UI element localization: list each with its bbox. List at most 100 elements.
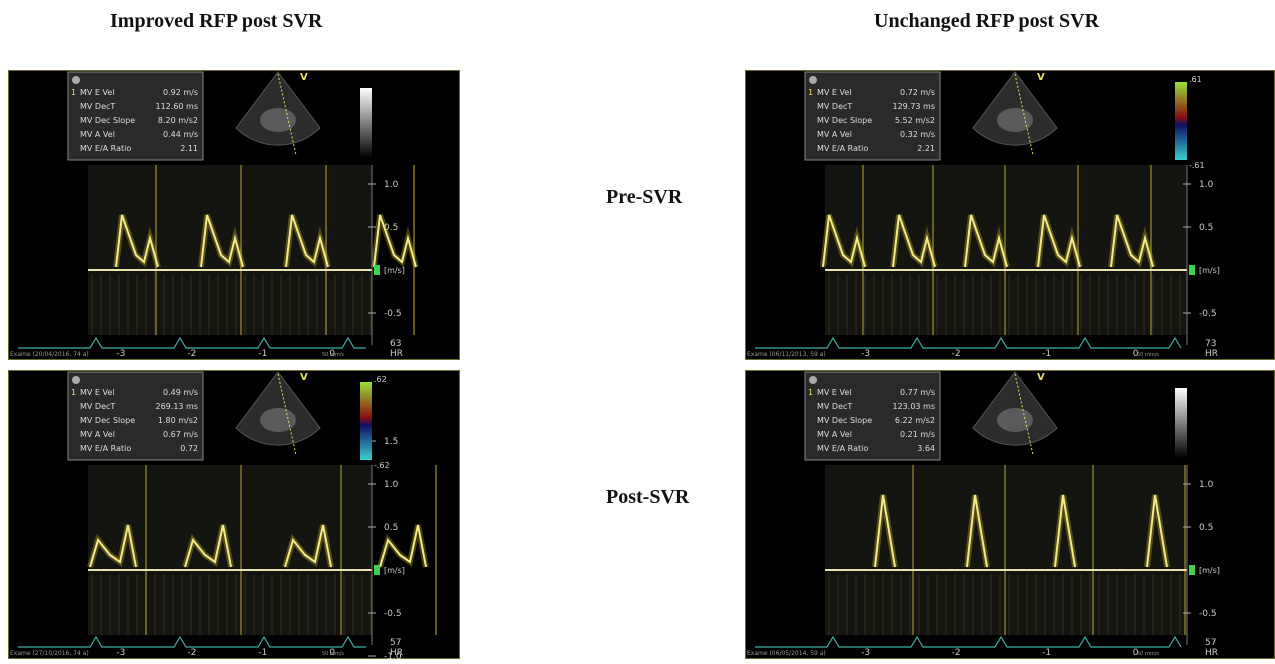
measure-value: 123.03 ms <box>893 402 936 411</box>
hr: 57 <box>390 638 401 648</box>
measure-value: 0.49 m/s <box>163 388 198 397</box>
exam: Exame (06/11/2013, 59 a) <box>747 351 826 358</box>
unit-label: [m/s] <box>1199 266 1220 275</box>
measure-value: 0.72 <box>180 444 198 453</box>
color-bar-label: -.61 <box>1189 161 1205 170</box>
probe-marker: V <box>1037 372 1045 383</box>
measure-label: MV E Vel <box>817 388 852 397</box>
column-title: Improved RFP post SVR <box>110 10 322 33</box>
time-label: -2 <box>187 648 196 658</box>
measure-label: MV A Vel <box>80 430 115 439</box>
box-icon <box>72 376 80 384</box>
sector-tissue <box>260 108 296 132</box>
measure-label: MV A Vel <box>817 430 852 439</box>
measure-label: MV Dec Slope <box>80 116 135 125</box>
gray-bar <box>360 88 372 158</box>
time-label: -2 <box>952 648 961 658</box>
scale-label: 1.0 <box>1199 180 1214 190</box>
measure-label: MV A Vel <box>817 130 852 139</box>
measure-label: MV E/A Ratio <box>817 444 868 453</box>
time-label: -3 <box>116 648 125 658</box>
gray-bar <box>1175 388 1187 458</box>
measure-label: MV Dec Slope <box>80 416 135 425</box>
measure-label: MV E/A Ratio <box>80 144 131 153</box>
unit-label: [m/s] <box>384 566 405 575</box>
sweep: 50 mm/s <box>1137 651 1159 657</box>
index: 1 <box>71 388 76 397</box>
index: 1 <box>808 88 813 97</box>
hr: 63 <box>390 339 401 349</box>
time-label: -1 <box>258 648 267 658</box>
exam: Exame (06/05/2014, 59 a) <box>747 650 826 657</box>
measure-value: 1.80 m/s2 <box>158 416 198 425</box>
hr-label: HR <box>390 648 403 658</box>
exam: Exame (20/04/2016, 74 a) <box>10 351 89 358</box>
measure-value: 0.44 m/s <box>163 130 198 139</box>
scale-label: 0.5 <box>384 223 398 233</box>
time-label: -1 <box>1042 648 1051 658</box>
measure-value: 3.64 <box>917 444 935 453</box>
color-bar <box>360 382 372 460</box>
measure-label: MV DecT <box>80 402 115 411</box>
hr-label: HR <box>1205 648 1218 658</box>
time-label: -3 <box>861 349 870 359</box>
time-label: -1 <box>1042 349 1051 359</box>
index: 1 <box>71 88 76 97</box>
measure-label: MV E/A Ratio <box>80 444 131 453</box>
unit-label: [m/s] <box>384 266 405 275</box>
measure-value: 2.21 <box>917 144 935 153</box>
probe-marker: V <box>300 72 308 83</box>
sector-tissue <box>260 408 296 432</box>
measure-label: MV E Vel <box>817 88 852 97</box>
measure-value: 0.21 m/s <box>900 430 935 439</box>
time-label: -3 <box>116 349 125 359</box>
time-label: -2 <box>952 349 961 359</box>
measure-label: MV DecT <box>817 102 852 111</box>
unit-label: [m/s] <box>1199 566 1220 575</box>
measure-value: 0.77 m/s <box>900 388 935 397</box>
exam: Exame (27/10/2016, 74 a) <box>10 650 89 657</box>
measure-value: 0.72 m/s <box>900 88 935 97</box>
baseline-marker <box>374 565 380 575</box>
baseline-marker <box>374 265 380 275</box>
probe-marker: V <box>1037 72 1045 83</box>
time-label: -2 <box>187 349 196 359</box>
measure-label: MV Dec Slope <box>817 116 872 125</box>
hr-label: HR <box>390 349 403 359</box>
scale-label: 0.5 <box>1199 523 1213 533</box>
scale-label: 1.0 <box>384 480 399 490</box>
scale-label: -0.5 <box>384 609 402 619</box>
measure-label: MV E Vel <box>80 388 115 397</box>
measure-value: 0.92 m/s <box>163 88 198 97</box>
hr: 73 <box>1205 339 1216 349</box>
sweep: 50 mm/s <box>322 352 344 358</box>
doppler-panel: 1.00.5-0.5[m/s]-3-2-1050 mm/sExame (06/0… <box>745 370 1275 659</box>
measure-value: 269.13 ms <box>156 402 199 411</box>
probe-marker: V <box>300 372 308 383</box>
ecg <box>18 637 366 647</box>
box-icon <box>72 76 80 84</box>
baseline-marker <box>1189 265 1195 275</box>
color-bar <box>1175 82 1187 160</box>
scale-label: 1.0 <box>1199 480 1214 490</box>
box-icon <box>809 76 817 84</box>
measure-label: MV DecT <box>817 402 852 411</box>
hr-label: HR <box>1205 349 1218 359</box>
box-icon <box>809 376 817 384</box>
measure-value: 5.52 m/s2 <box>895 116 935 125</box>
scale-label: -0.5 <box>384 309 402 319</box>
panel-graphic: 1.00.5-0.5[m/s]-3-2-1050 mm/sExame (06/0… <box>745 370 1275 659</box>
page: {"columns": ["Improved RFP post SVR", "U… <box>0 0 1275 659</box>
sweep: 50 mm/s <box>322 651 344 657</box>
measure-value: 0.67 m/s <box>163 430 198 439</box>
doppler-panel: 1.00.5-0.5[m/s]-3-2-1050 mm/sExame (20/0… <box>8 70 460 360</box>
color-bar-label: .62 <box>374 375 387 384</box>
measure-label: MV DecT <box>80 102 115 111</box>
ecg <box>755 637 1181 647</box>
ecg <box>755 338 1181 348</box>
measure-label: MV Dec Slope <box>817 416 872 425</box>
